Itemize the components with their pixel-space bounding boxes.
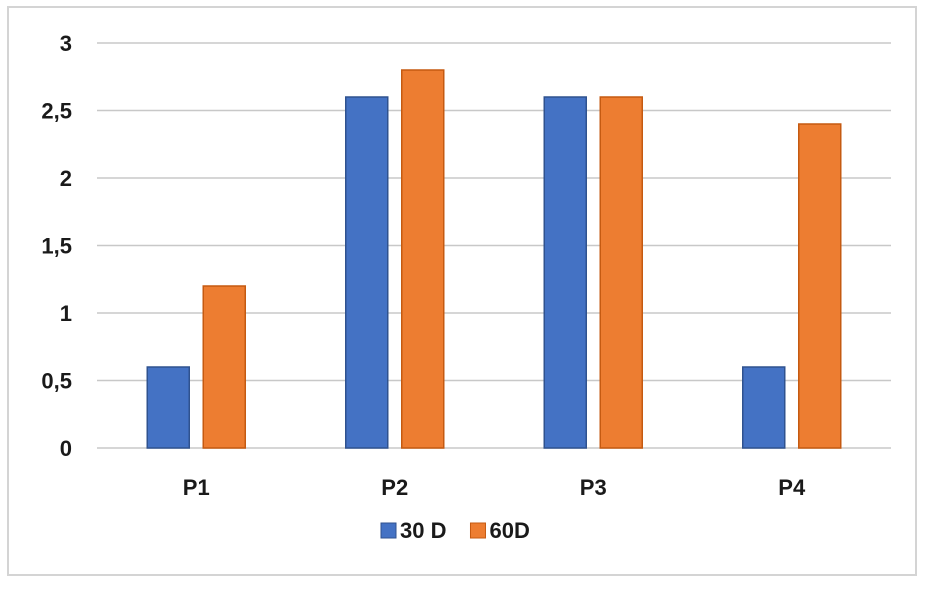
y-tick-label: 1 bbox=[60, 301, 72, 326]
bar-series-2-p2 bbox=[401, 69, 445, 449]
bar-series-2-p4 bbox=[798, 123, 842, 449]
bar-series-1-p1 bbox=[146, 366, 190, 449]
legend-label: 30 D bbox=[400, 518, 446, 543]
y-tick-label: 2 bbox=[60, 166, 72, 191]
y-tick-label: 3 bbox=[60, 31, 72, 56]
legend-label: 60D bbox=[489, 518, 529, 543]
x-axis: P1 P2 P3 P4 bbox=[183, 475, 806, 500]
legend-swatch bbox=[380, 522, 397, 539]
legend: 30 D 60D bbox=[380, 518, 530, 543]
bars bbox=[146, 69, 842, 449]
chart-frame bbox=[7, 6, 917, 576]
y-tick-label: 0,5 bbox=[41, 369, 72, 394]
bar-series-1-p4 bbox=[742, 366, 786, 449]
y-tick-label: 1,5 bbox=[41, 234, 72, 259]
legend-swatch bbox=[469, 522, 486, 539]
y-axis: 0 0,5 1 1,5 2 2,5 3 bbox=[41, 31, 72, 461]
bar-series-1-p2 bbox=[345, 96, 389, 449]
bar-series-2-p3 bbox=[599, 96, 643, 449]
bar-series-2-p1 bbox=[202, 285, 246, 449]
y-tick-label: 0 bbox=[60, 436, 72, 461]
x-tick-label: P2 bbox=[381, 475, 408, 500]
y-tick-label: 2,5 bbox=[41, 99, 72, 124]
x-tick-label: P1 bbox=[183, 475, 210, 500]
x-tick-label: P3 bbox=[580, 475, 607, 500]
x-tick-label: P4 bbox=[778, 475, 806, 500]
bar-series-1-p3 bbox=[543, 96, 587, 449]
